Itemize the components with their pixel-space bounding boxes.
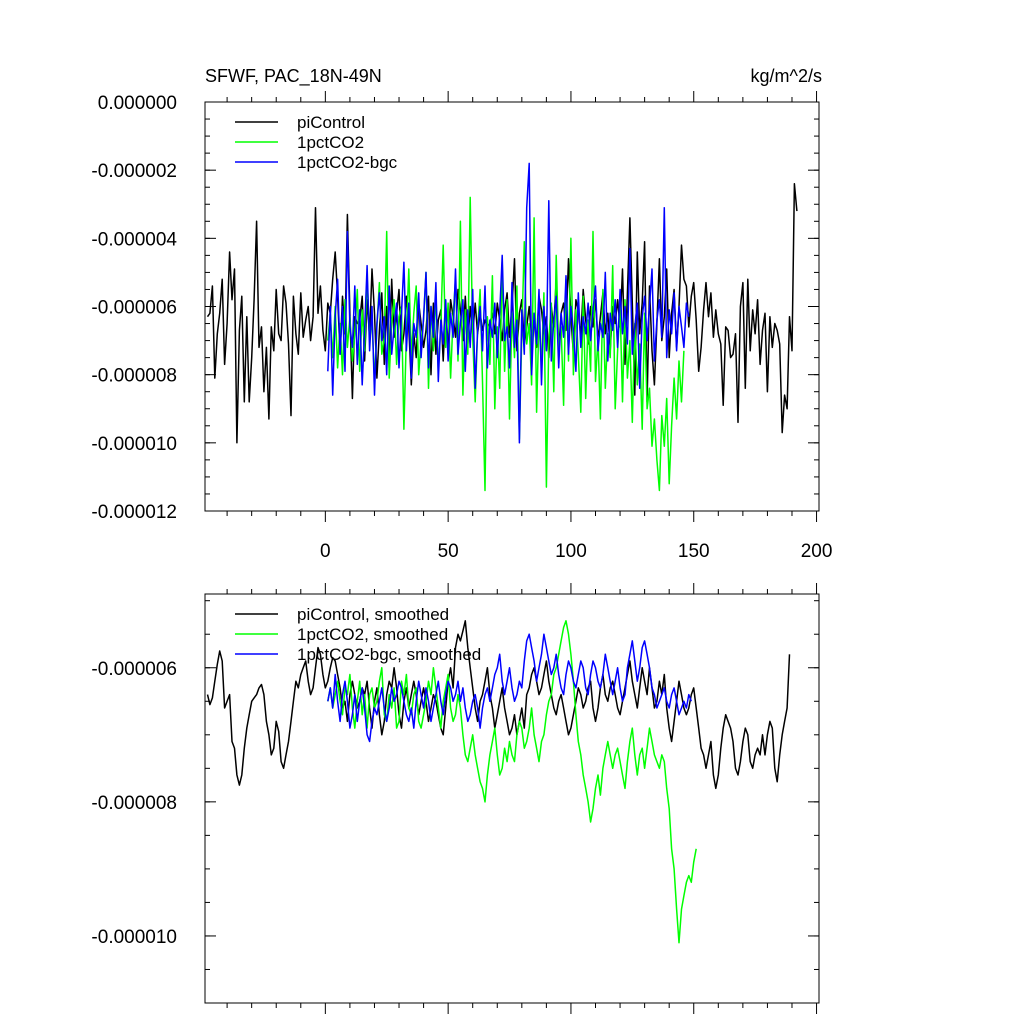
- y-tick-label: -0.000008: [91, 366, 177, 387]
- top-x-tick-labels: 0 50 100 150 200: [320, 541, 832, 562]
- top-panel: SFWF, PAC_18N-49N kg/m^2/s 0 50 100 150 200 …: [91, 66, 832, 562]
- bottom-tick-marks: [205, 583, 819, 1014]
- y-tick-label: -0.000006: [91, 659, 177, 680]
- y-tick-label: -0.000012: [91, 502, 177, 523]
- x-tick-label: 200: [801, 541, 833, 562]
- x-tick-label: 150: [678, 541, 710, 562]
- series-line-picontrol: [206, 183, 798, 444]
- units-label: kg/m^2/s: [751, 66, 822, 86]
- series-line-picontrol-smoothed: [206, 620, 791, 790]
- series-line-1pctco2-bgc: [327, 162, 690, 444]
- legend-label: 1pctCO2-bgc, smoothed: [297, 645, 481, 664]
- legend-label: 1pctCO2-bgc: [297, 153, 398, 172]
- y-tick-label: -0.000004: [91, 229, 177, 250]
- y-tick-label: -0.000008: [91, 793, 177, 814]
- bottom-plot-frame: [204, 593, 820, 1004]
- x-tick-label: 50: [438, 541, 459, 562]
- series-line-1pctco2-bgc-smoothed: [327, 633, 693, 743]
- x-tick-label: 100: [555, 541, 587, 562]
- top-series-lines: [206, 162, 798, 492]
- legend-label: piControl, smoothed: [297, 605, 449, 624]
- bottom-panel: -0.000006 -0.000008 -0.000010 piControl, s…: [91, 583, 820, 1014]
- y-tick-label: -0.000010: [91, 927, 177, 948]
- bottom-series-lines: [206, 620, 791, 944]
- y-tick-label: -0.000002: [91, 161, 177, 182]
- legend-label: piControl: [297, 113, 365, 132]
- x-tick-label: 0: [320, 541, 331, 562]
- top-y-tick-labels: 0.000000 -0.000002 -0.000004 -0.000006 -0.00…: [91, 93, 177, 523]
- bottom-y-tick-labels: -0.000006 -0.000008 -0.000010: [91, 659, 177, 948]
- y-tick-label: 0.000000: [98, 93, 177, 114]
- legend-label: 1pctCO2: [297, 133, 364, 152]
- y-tick-label: -0.000006: [91, 298, 177, 319]
- legend-label: 1pctCO2, smoothed: [297, 625, 448, 644]
- y-tick-label: -0.000010: [91, 434, 177, 455]
- chart-title: SFWF, PAC_18N-49N: [205, 66, 382, 87]
- series-line-1pctco2-smoothed: [327, 620, 697, 944]
